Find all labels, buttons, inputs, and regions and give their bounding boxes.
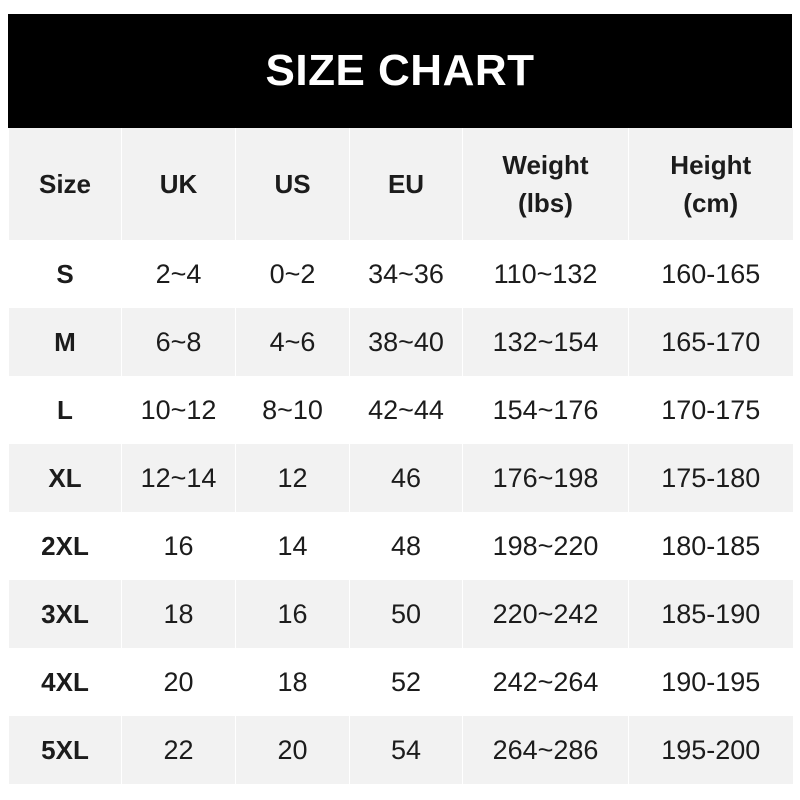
cell-height: 180-185 bbox=[628, 512, 793, 580]
cell-size: 5XL bbox=[8, 716, 122, 784]
cell-eu: 46 bbox=[349, 444, 463, 512]
cell-height: 165-170 bbox=[628, 308, 793, 376]
cell-eu: 52 bbox=[349, 648, 463, 716]
cell-size: S bbox=[8, 240, 122, 308]
size-chart-title: SIZE CHART bbox=[8, 14, 792, 128]
table-row: 2XL 16 14 48 198~220 180-185 bbox=[8, 512, 793, 580]
cell-us: 16 bbox=[235, 580, 350, 648]
table-row: L 10~12 8~10 42~44 154~176 170-175 bbox=[8, 376, 793, 444]
cell-height: 175-180 bbox=[628, 444, 793, 512]
header-size: Size bbox=[8, 128, 122, 240]
size-table: Size UK US EU Weight (lbs) Height (cm) S 2~… bbox=[8, 128, 793, 784]
cell-size: 4XL bbox=[8, 648, 122, 716]
cell-uk: 20 bbox=[121, 648, 236, 716]
cell-weight: 132~154 bbox=[462, 308, 629, 376]
cell-uk: 10~12 bbox=[121, 376, 236, 444]
header-uk: UK bbox=[121, 128, 236, 240]
cell-size: XL bbox=[8, 444, 122, 512]
cell-weight: 176~198 bbox=[462, 444, 629, 512]
cell-size: L bbox=[8, 376, 122, 444]
cell-uk: 6~8 bbox=[121, 308, 236, 376]
header-height: Height (cm) bbox=[628, 128, 793, 240]
header-height-line1: Height bbox=[670, 150, 752, 180]
cell-height: 170-175 bbox=[628, 376, 793, 444]
cell-eu: 50 bbox=[349, 580, 463, 648]
cell-us: 0~2 bbox=[235, 240, 350, 308]
header-eu: EU bbox=[349, 128, 463, 240]
header-weight-line1: Weight bbox=[502, 150, 589, 180]
cell-us: 8~10 bbox=[235, 376, 350, 444]
cell-weight: 110~132 bbox=[462, 240, 629, 308]
cell-height: 185-190 bbox=[628, 580, 793, 648]
table-row: XL 12~14 12 46 176~198 175-180 bbox=[8, 444, 793, 512]
table-row: 5XL 22 20 54 264~286 195-200 bbox=[8, 716, 793, 784]
cell-height: 160-165 bbox=[628, 240, 793, 308]
cell-size: M bbox=[8, 308, 122, 376]
cell-height: 195-200 bbox=[628, 716, 793, 784]
cell-weight: 242~264 bbox=[462, 648, 629, 716]
cell-weight: 264~286 bbox=[462, 716, 629, 784]
header-height-line2: (cm) bbox=[683, 188, 739, 218]
table-row: M 6~8 4~6 38~40 132~154 165-170 bbox=[8, 308, 793, 376]
cell-weight: 154~176 bbox=[462, 376, 629, 444]
cell-weight: 220~242 bbox=[462, 580, 629, 648]
header-weight-line2: (lbs) bbox=[518, 188, 573, 218]
cell-eu: 38~40 bbox=[349, 308, 463, 376]
cell-height: 190-195 bbox=[628, 648, 793, 716]
cell-eu: 48 bbox=[349, 512, 463, 580]
cell-uk: 22 bbox=[121, 716, 236, 784]
cell-uk: 18 bbox=[121, 580, 236, 648]
table-row: 3XL 18 16 50 220~242 185-190 bbox=[8, 580, 793, 648]
cell-eu: 54 bbox=[349, 716, 463, 784]
header-us: US bbox=[235, 128, 350, 240]
cell-size: 3XL bbox=[8, 580, 122, 648]
header-row: Size UK US EU Weight (lbs) Height (cm) bbox=[8, 128, 793, 240]
cell-size: 2XL bbox=[8, 512, 122, 580]
header-weight: Weight (lbs) bbox=[462, 128, 629, 240]
cell-us: 20 bbox=[235, 716, 350, 784]
cell-eu: 34~36 bbox=[349, 240, 463, 308]
cell-uk: 16 bbox=[121, 512, 236, 580]
cell-eu: 42~44 bbox=[349, 376, 463, 444]
cell-uk: 2~4 bbox=[121, 240, 236, 308]
table-row: S 2~4 0~2 34~36 110~132 160-165 bbox=[8, 240, 793, 308]
cell-weight: 198~220 bbox=[462, 512, 629, 580]
cell-us: 12 bbox=[235, 444, 350, 512]
cell-uk: 12~14 bbox=[121, 444, 236, 512]
table-row: 4XL 20 18 52 242~264 190-195 bbox=[8, 648, 793, 716]
cell-us: 4~6 bbox=[235, 308, 350, 376]
cell-us: 14 bbox=[235, 512, 350, 580]
cell-us: 18 bbox=[235, 648, 350, 716]
